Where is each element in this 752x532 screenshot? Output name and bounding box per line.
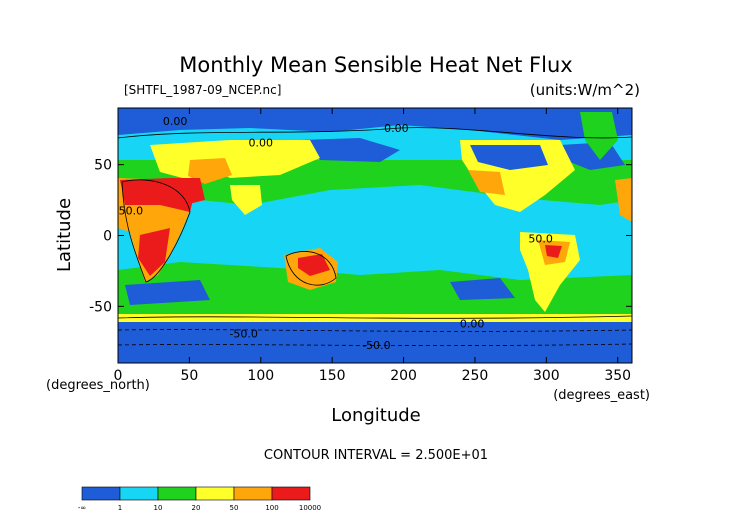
contour-label-7: -50.0: [362, 339, 390, 352]
legend-swatch-2: [157, 486, 197, 501]
y-axis-label: Latitude: [54, 198, 75, 272]
contour-labels: 0.00 0.00 0.00 50.0 50.0 0.00 -50.0 -50.0: [119, 115, 553, 352]
x-tick-label-6: 300: [533, 368, 560, 384]
x-unit-label: (degrees_east): [553, 388, 650, 403]
x-tick-label-2: 100: [247, 368, 274, 384]
south-asia-land: [230, 185, 262, 215]
legend: -∞ 1 10 20 50 100 10000: [78, 486, 321, 512]
x-axis-ticks: 0 50 100 150 200 250 300 350: [114, 108, 631, 384]
contour-label-0: 0.00: [163, 115, 188, 128]
north-pacific-patch: [300, 138, 400, 162]
plot-area: 0.00 0.00 0.00 50.0 50.0 0.00 -50.0 -50.0: [117, 107, 633, 364]
units-label: (units:W/m^2): [530, 81, 640, 99]
contour-label-3: 50.0: [119, 204, 144, 217]
y-axis-ticks: 50 0 -50: [89, 158, 632, 315]
iran-hot: [170, 178, 205, 205]
legend-label-4: 50: [230, 504, 239, 512]
australia-hot: [298, 254, 330, 276]
x-tick-label-0: 0: [114, 368, 123, 384]
south-blue-lobe-1: [125, 280, 210, 305]
legend-swatch-5: [271, 486, 311, 501]
y-tick-label-2: -50: [89, 299, 112, 315]
central-asia-hot: [188, 158, 232, 184]
south-blue-lobe-2: [450, 278, 515, 300]
legend-label-3: 20: [192, 504, 201, 512]
legend-label-5: 100: [265, 504, 278, 512]
south-america-red: [545, 245, 562, 258]
contour-label-6: -50.0: [229, 328, 257, 341]
legend-swatch-4: [233, 486, 273, 501]
y-tick-label-1: 0: [103, 229, 112, 245]
north-america-blue: [470, 145, 548, 170]
ocean-band-south: [118, 262, 632, 312]
greenland-land: [580, 112, 618, 160]
x-tick-label-3: 150: [319, 368, 346, 384]
north-america-west: [468, 170, 505, 195]
legend-label-0: -∞: [78, 504, 86, 512]
africa-hot: [138, 228, 170, 276]
file-label: [SHTFL_1987-09_NCEP.nc]: [124, 83, 281, 97]
antarctic-region: [118, 322, 632, 363]
legend-label-1: 1: [118, 504, 122, 512]
x-tick-label-7: 350: [604, 368, 631, 384]
x-tick-label-4: 200: [390, 368, 417, 384]
contour-label-2: 0.00: [249, 136, 274, 149]
x-tick-label-1: 50: [180, 368, 198, 384]
legend-swatch-0: [81, 486, 121, 501]
contour-lines: [117, 127, 633, 347]
contour-label-1: 0.00: [384, 122, 409, 135]
africa-wrap: [615, 178, 632, 222]
y-tick-label-0: 50: [94, 158, 112, 174]
legend-swatch-3: [195, 486, 235, 501]
southern-ocean-green: [118, 300, 632, 318]
x-axis-label: Longitude: [331, 405, 421, 426]
legend-label-6: 10000: [299, 504, 321, 512]
contour-label-5: 0.00: [460, 318, 485, 331]
x-tick-label-5: 250: [462, 368, 489, 384]
legend-label-2: 10: [154, 504, 163, 512]
contour-interval-text: CONTOUR INTERVAL = 2.500E+01: [264, 448, 488, 463]
legend-swatch-1: [119, 486, 159, 501]
y-unit-label: (degrees_north): [46, 378, 150, 393]
chart-title: Monthly Mean Sensible Heat Net Flux: [179, 53, 572, 77]
contour-label-4: 50.0: [528, 233, 553, 246]
